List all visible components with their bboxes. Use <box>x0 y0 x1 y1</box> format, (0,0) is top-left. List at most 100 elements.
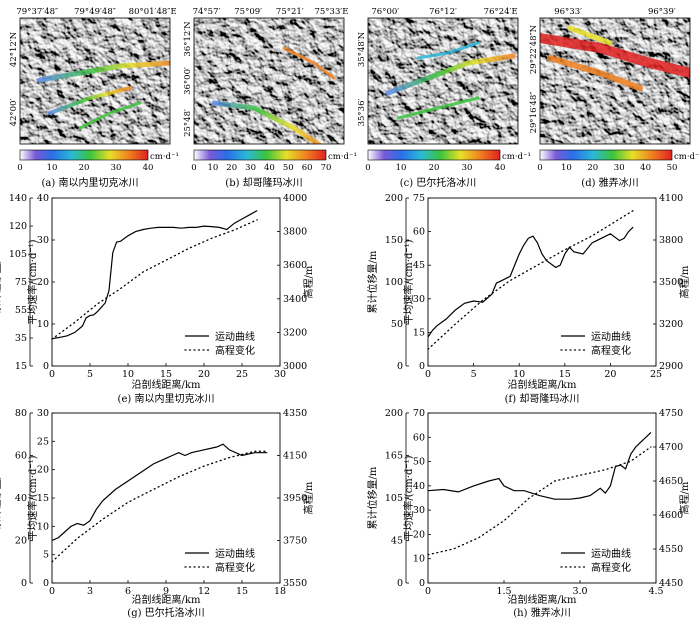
right-y-tick-label: 3200 <box>659 319 683 330</box>
map-panel-c: 76°00′ 76°12′ 76°24′E 35°48′N 35°36′ 0 10 20 30 4… <box>357 7 531 189</box>
right-y-tick-label: 4150 <box>283 451 307 462</box>
outer-y-tick-label: 150 <box>385 235 403 246</box>
elevation-line <box>51 450 268 563</box>
map-lat-tick: 36°12′N <box>183 21 193 57</box>
x-axis-label: 沿剖线距离/km <box>508 593 577 606</box>
inner-y-axis-label: 平均速率/(cm·d⁻¹) <box>26 455 39 540</box>
outer-y-tick-label: 35 <box>15 333 27 344</box>
map-lon-tick: 79°37′48″ <box>16 7 58 17</box>
x-tick-label: 18 <box>274 586 286 597</box>
chart-f: 0 5 10 15 20 25 0 15 30 45 60 75 0 50 100 150 200 2900 320… <box>366 193 691 405</box>
map-lon-tick: 80°01′48″E <box>129 7 177 17</box>
map-lon-tick: 96°33′ <box>554 7 582 17</box>
map-image <box>194 18 344 144</box>
map-image <box>540 18 690 144</box>
outer-y-tick-label: 75 <box>15 277 27 288</box>
elevation-line <box>51 219 258 340</box>
colorbar-tick: 40 <box>264 163 275 173</box>
map-lon-tick: 75°21′ <box>276 7 304 17</box>
map-lat-tick: 42°12′N <box>9 31 19 67</box>
colorbar-tick: 20 <box>429 163 440 173</box>
colorbar-tick: 30 <box>462 163 473 173</box>
right-y-axis-label: 高程/m <box>302 481 315 514</box>
right-y-tick-label: 2900 <box>659 361 683 372</box>
motion-line <box>427 431 652 500</box>
outer-y-tick-label: 80 <box>15 408 27 419</box>
map-caption: (a) 南以内里切克冰川 <box>42 176 139 189</box>
map-lat-tick: 35°36′ <box>357 99 367 127</box>
right-y-tick-label: 4700 <box>659 442 683 453</box>
inner-y-tick-label: 20 <box>413 529 425 540</box>
colorbar-unit: cm·d⁻¹ <box>502 152 531 162</box>
right-y-tick-label: 4600 <box>659 510 683 521</box>
colorbar-tick: 30 <box>614 163 625 173</box>
map-frame <box>19 17 171 145</box>
velocity-overlay <box>385 41 516 120</box>
inner-y-axis-label: 平均速率/(cm·d⁻¹) <box>402 455 415 540</box>
right-y-tick-label: 4000 <box>283 193 307 204</box>
inner-y-tick-label: 15 <box>413 327 425 338</box>
outer-y-tick-label: 120 <box>9 221 27 232</box>
inner-y-tick-label: 10 <box>37 319 49 330</box>
colorbar-tick: 10 <box>561 163 572 173</box>
map-lat-tick: 25°48′ <box>183 109 193 137</box>
legend-label: 运动曲线 <box>591 330 631 343</box>
map-frame <box>367 17 519 145</box>
outer-y-tick-label: 105 <box>385 493 403 504</box>
inner-y-tick-label: 10 <box>37 521 49 532</box>
map-caption: (b) 却哥隆玛冰川 <box>225 176 302 189</box>
x-axis-label: 沿剖线距离/km <box>132 378 201 391</box>
inner-y-tick-label: 20 <box>37 277 49 288</box>
colorbar-tick: 70 <box>321 163 332 173</box>
chart-e: 0 5 10 15 20 25 30 0 10 20 30 40 15 35 55 75 105 120 140 30… <box>0 193 315 405</box>
map-frame <box>193 17 345 145</box>
colorbar-tick: 50 <box>283 163 294 173</box>
right-y-tick-label: 3800 <box>659 235 683 246</box>
outer-y-tick-label: 40 <box>15 493 27 504</box>
outer-y-tick-label: 45 <box>391 536 403 547</box>
map-lon-tick: 75°09′ <box>234 7 262 17</box>
map-image <box>20 18 170 144</box>
right-y-tick-label: 4100 <box>659 193 683 204</box>
x-tick-label: 20 <box>604 369 616 380</box>
colorbar-tick: 30 <box>111 163 122 173</box>
right-y-tick-label: 3750 <box>283 536 307 547</box>
right-y-tick-label: 3200 <box>283 327 307 338</box>
outer-y-tick-label: 105 <box>9 249 27 260</box>
x-tick-label: 15 <box>559 369 571 380</box>
outer-y-tick-label: 50 <box>391 319 403 330</box>
map-lat-tick: 29°22′48″N <box>529 24 539 74</box>
outer-y-axis-label: 累计位移量/m <box>0 250 3 313</box>
x-tick-label: 12 <box>198 586 210 597</box>
legend-label: 运动曲线 <box>215 330 255 343</box>
motion-line <box>427 226 634 338</box>
x-tick-label: 3 <box>87 586 93 597</box>
velocity-overlay <box>211 46 336 144</box>
x-tick-label: 0 <box>49 586 55 597</box>
map-lon-tick: 76°24′E <box>484 7 518 17</box>
map-lat-tick: 36°00′ <box>183 67 193 95</box>
inner-y-tick-label: 0 <box>43 578 49 589</box>
right-y-tick-label: 3800 <box>283 227 307 238</box>
inner-y-tick-label: 25 <box>37 436 49 447</box>
legend-label: 高程变化 <box>591 561 631 574</box>
right-y-tick-label: 3000 <box>283 361 307 372</box>
plot-frame <box>427 412 657 584</box>
x-tick-label: 1.5 <box>496 586 511 597</box>
inner-y-tick-label: 75 <box>413 193 425 204</box>
right-y-tick-label: 4650 <box>659 476 683 487</box>
x-tick-label: 9 <box>163 586 169 597</box>
map-lat-tick: 35°48′N <box>357 31 367 67</box>
x-tick-label: 15 <box>160 369 172 380</box>
right-y-axis-label: 高程/m <box>302 265 315 298</box>
inner-y-tick-label: 50 <box>413 457 425 468</box>
right-y-tick-label: 3550 <box>283 578 307 589</box>
x-tick-label: 6 <box>125 586 131 597</box>
outer-y-axis-label: 累计位移量/m <box>0 466 3 529</box>
inner-y-tick-label: 30 <box>413 505 425 516</box>
x-tick-label: 15 <box>236 586 248 597</box>
inner-y-tick-label: 10 <box>413 554 425 565</box>
inner-y-axis-label: 平均速率/(cm·d⁻¹) <box>26 239 39 324</box>
inner-y-tick-label: 0 <box>43 361 49 372</box>
legend-label: 高程变化 <box>591 344 631 357</box>
